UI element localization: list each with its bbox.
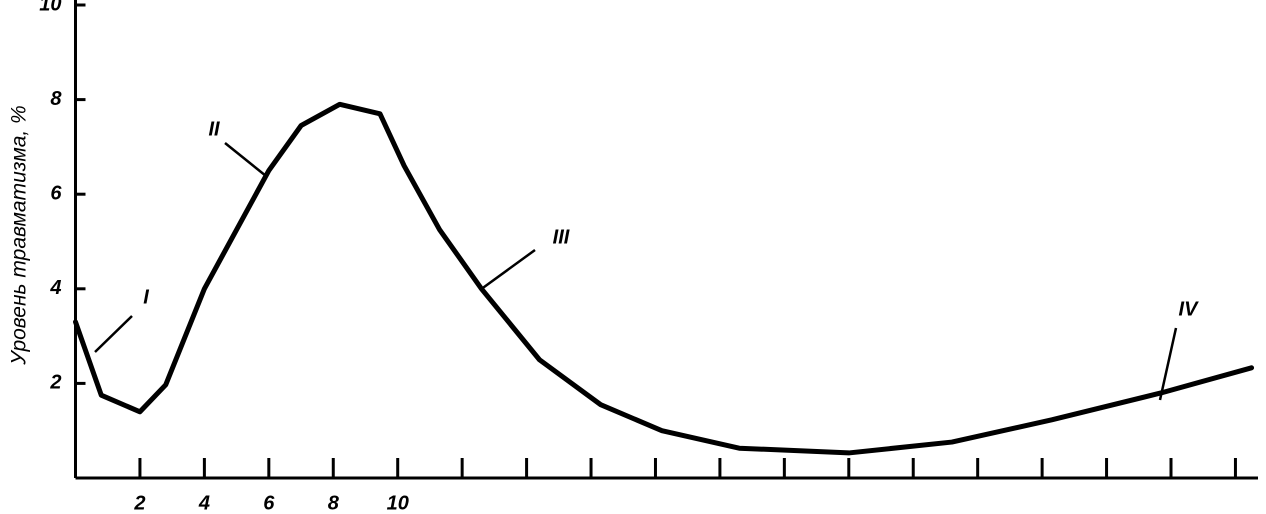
- annotation: I: [143, 286, 149, 308]
- y-tick-label: 6: [50, 182, 62, 204]
- annotation: III: [553, 226, 570, 248]
- data-line: [73, 101, 1255, 456]
- annotation: IV: [1179, 298, 1200, 320]
- x-tick-label: 10: [387, 492, 409, 514]
- leader-line: [479, 248, 536, 292]
- y-tick-label: 2: [49, 372, 61, 394]
- y-tick-label: 10: [39, 0, 61, 15]
- y-axis-title: Уровень травматизма, %: [8, 105, 31, 365]
- leader-line: [94, 315, 133, 353]
- y-tick-label: 4: [49, 277, 61, 299]
- y-tick-label: 8: [50, 88, 62, 110]
- x-tick-label: 2: [133, 492, 145, 514]
- leader-line: [1158, 327, 1178, 401]
- x-tick-label: 6: [263, 492, 275, 514]
- x-tick-label: 4: [198, 492, 210, 514]
- x-tick-label: 8: [328, 492, 340, 514]
- annotation: II: [208, 118, 220, 140]
- leader-line: [224, 142, 267, 177]
